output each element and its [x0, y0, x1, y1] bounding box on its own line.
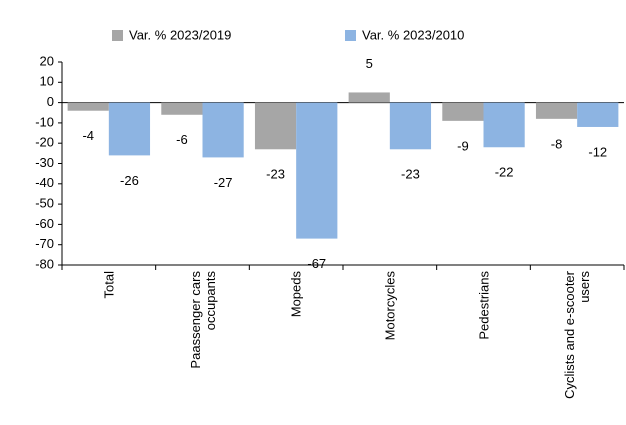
x-tick-label: Cyclists and e-scooter users — [562, 271, 593, 399]
data-label: -26 — [120, 173, 139, 188]
x-tick-label: Motorcycles — [382, 271, 398, 341]
data-label: -4 — [82, 128, 94, 143]
data-label: -27 — [214, 175, 233, 190]
bar — [296, 102, 338, 239]
bar — [161, 102, 203, 115]
data-label: -8 — [551, 136, 563, 151]
y-tick-label: -20 — [35, 135, 54, 150]
y-tick-label: -70 — [35, 236, 54, 251]
x-tick-label: Mopeds — [288, 271, 304, 318]
bar — [577, 102, 619, 127]
bar — [108, 102, 151, 156]
bar — [67, 102, 109, 111]
legend-label: Var. % 2023/2010 — [362, 27, 464, 42]
legend-label: Var. % 2023/2019 — [129, 27, 231, 42]
bar — [389, 102, 432, 150]
bar — [254, 102, 297, 150]
y-tick-label: -80 — [35, 256, 54, 271]
data-label: -23 — [401, 167, 420, 182]
bar — [442, 102, 484, 121]
data-label: -12 — [588, 144, 607, 159]
y-tick-label: 0 — [47, 94, 54, 109]
legend-swatch — [112, 30, 123, 41]
legend-swatch — [345, 30, 356, 41]
data-label: -22 — [495, 165, 514, 180]
y-tick-label: -50 — [35, 196, 54, 211]
y-tick-label: -60 — [35, 216, 54, 231]
data-label: 5 — [366, 56, 373, 71]
bar — [202, 102, 244, 158]
x-tick-label: Total — [101, 271, 117, 299]
data-label: -67 — [307, 256, 326, 271]
y-tick-label: -30 — [35, 155, 54, 170]
x-tick-label: Pedestrians — [476, 271, 491, 340]
data-label: -23 — [266, 167, 285, 182]
y-tick-label: -10 — [35, 114, 54, 129]
x-tick-label: Paassenger cars occupants — [187, 271, 218, 369]
y-tick-label: 20 — [40, 53, 54, 68]
data-label: -6 — [176, 132, 188, 147]
bar — [483, 102, 525, 148]
bar — [535, 102, 578, 119]
data-label: -9 — [457, 138, 469, 153]
bar — [348, 92, 390, 103]
y-tick-label: -40 — [35, 175, 54, 190]
y-tick-label: 10 — [40, 74, 54, 89]
